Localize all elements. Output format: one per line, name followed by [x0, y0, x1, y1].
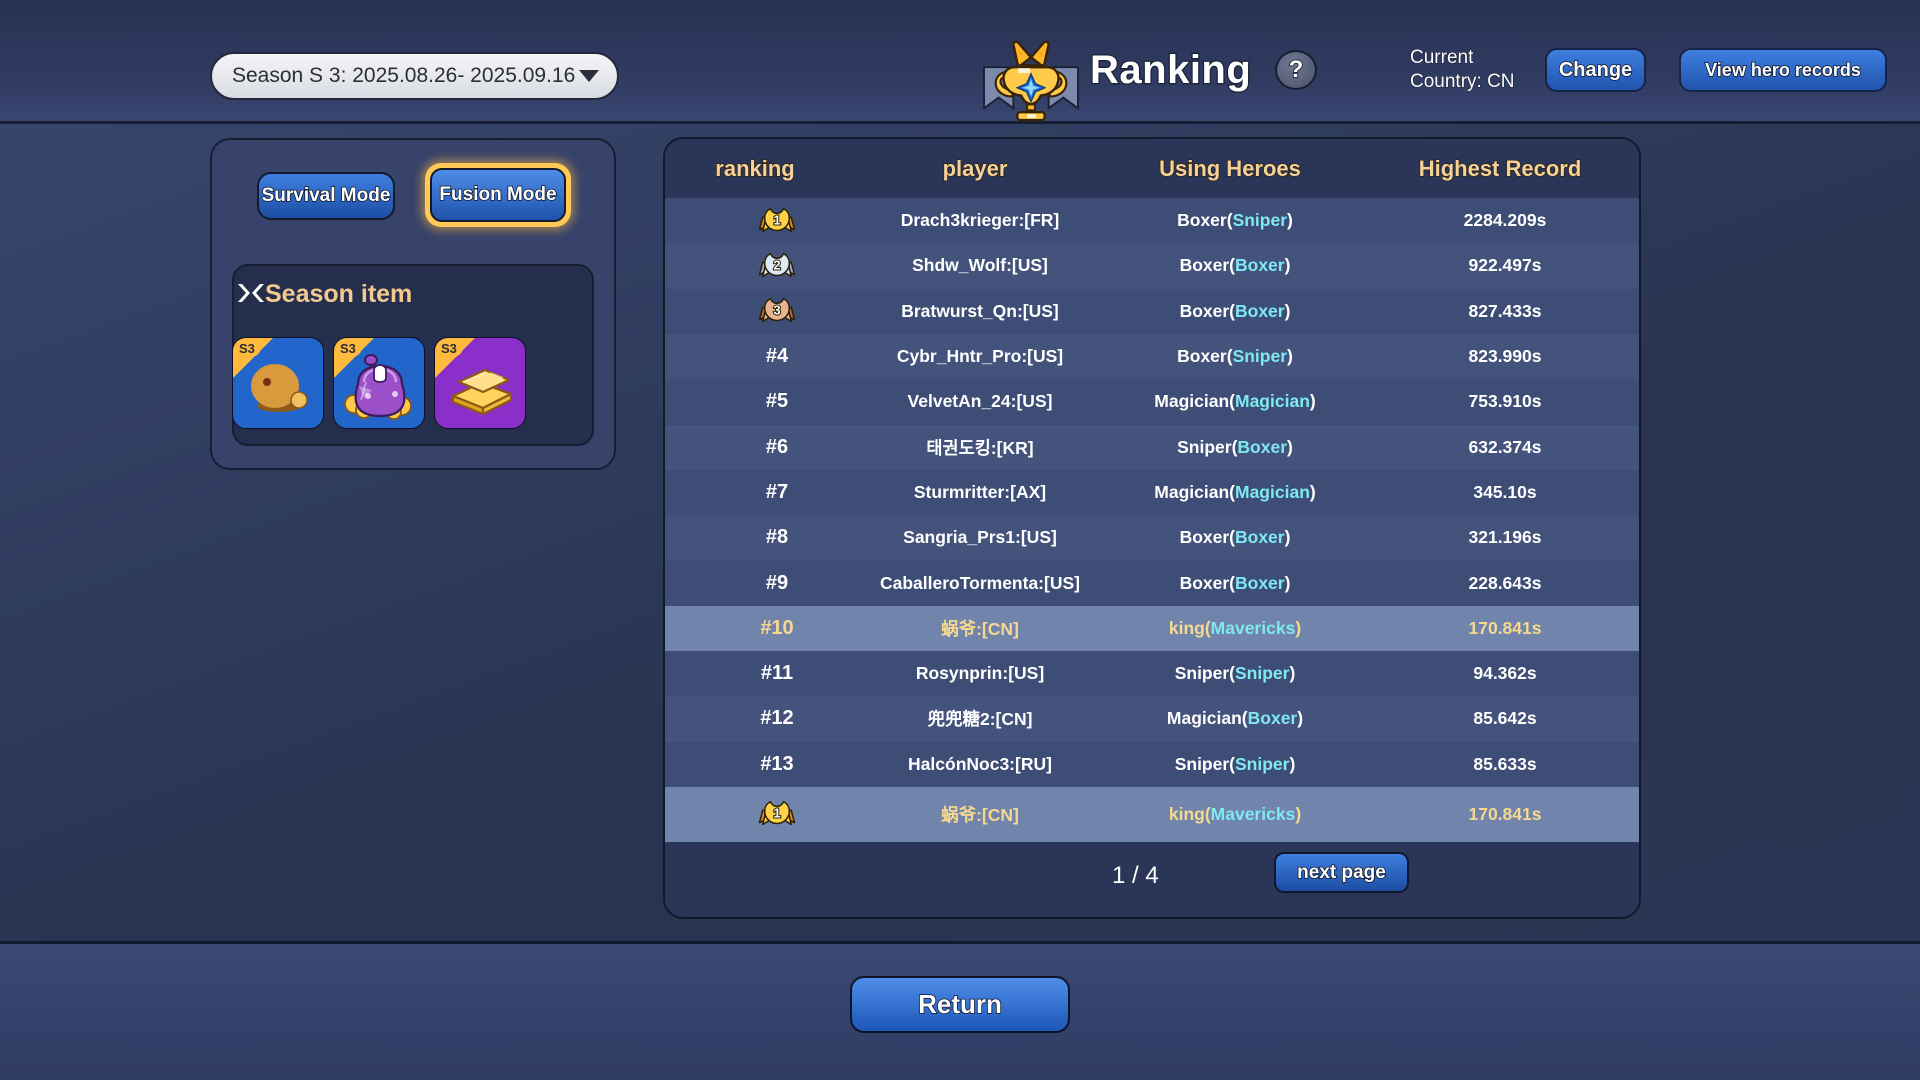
svg-text:1: 1: [773, 212, 780, 227]
svg-text:1: 1: [773, 806, 780, 821]
svg-text:2: 2: [773, 257, 780, 272]
svg-text:3: 3: [773, 303, 780, 318]
